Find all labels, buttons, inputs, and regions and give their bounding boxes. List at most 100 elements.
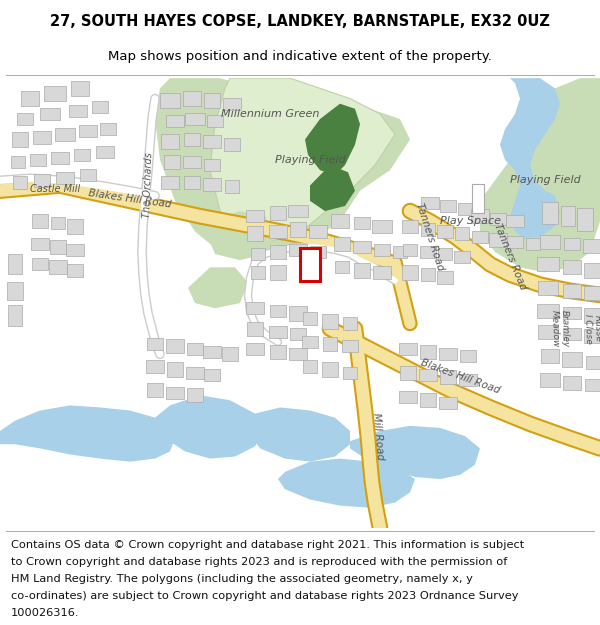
FancyBboxPatch shape bbox=[583, 239, 600, 253]
FancyBboxPatch shape bbox=[540, 372, 560, 387]
FancyBboxPatch shape bbox=[354, 263, 370, 278]
FancyBboxPatch shape bbox=[204, 369, 220, 381]
FancyBboxPatch shape bbox=[203, 136, 221, 148]
Polygon shape bbox=[0, 406, 175, 462]
Text: Tanners Road: Tanners Road bbox=[492, 222, 528, 292]
FancyBboxPatch shape bbox=[207, 115, 223, 128]
FancyBboxPatch shape bbox=[577, 208, 593, 231]
FancyBboxPatch shape bbox=[584, 329, 600, 343]
FancyBboxPatch shape bbox=[184, 176, 200, 189]
Text: Playing Field: Playing Field bbox=[275, 155, 346, 165]
FancyBboxPatch shape bbox=[584, 286, 600, 300]
Polygon shape bbox=[500, 78, 560, 239]
FancyBboxPatch shape bbox=[32, 258, 48, 271]
FancyBboxPatch shape bbox=[303, 312, 317, 324]
FancyBboxPatch shape bbox=[440, 200, 456, 212]
FancyBboxPatch shape bbox=[49, 260, 67, 274]
Text: Bramley
Meadow: Bramley Meadow bbox=[550, 309, 571, 348]
FancyBboxPatch shape bbox=[421, 268, 435, 281]
Text: Playing Field: Playing Field bbox=[509, 176, 580, 186]
Text: Tanners Road: Tanners Road bbox=[415, 201, 446, 272]
Text: to Crown copyright and database rights 2023 and is reproduced with the permissio: to Crown copyright and database rights 2… bbox=[11, 557, 507, 567]
FancyBboxPatch shape bbox=[203, 346, 221, 358]
FancyBboxPatch shape bbox=[399, 343, 417, 355]
FancyBboxPatch shape bbox=[460, 350, 476, 362]
FancyBboxPatch shape bbox=[506, 215, 524, 227]
FancyBboxPatch shape bbox=[224, 139, 240, 151]
Polygon shape bbox=[155, 395, 265, 459]
FancyBboxPatch shape bbox=[459, 374, 477, 386]
FancyBboxPatch shape bbox=[223, 98, 241, 110]
FancyBboxPatch shape bbox=[32, 214, 48, 229]
FancyBboxPatch shape bbox=[563, 328, 581, 340]
FancyBboxPatch shape bbox=[439, 398, 457, 409]
FancyBboxPatch shape bbox=[302, 336, 318, 348]
FancyBboxPatch shape bbox=[11, 156, 25, 168]
FancyBboxPatch shape bbox=[80, 169, 96, 181]
FancyBboxPatch shape bbox=[8, 254, 22, 274]
FancyBboxPatch shape bbox=[420, 393, 436, 408]
FancyBboxPatch shape bbox=[147, 383, 163, 398]
FancyBboxPatch shape bbox=[403, 244, 417, 256]
Text: Map shows position and indicative extent of the property.: Map shows position and indicative extent… bbox=[108, 50, 492, 62]
FancyBboxPatch shape bbox=[342, 340, 358, 352]
FancyBboxPatch shape bbox=[55, 128, 75, 141]
FancyBboxPatch shape bbox=[542, 202, 558, 224]
FancyBboxPatch shape bbox=[290, 222, 306, 237]
FancyBboxPatch shape bbox=[562, 352, 582, 366]
FancyBboxPatch shape bbox=[7, 282, 23, 300]
FancyBboxPatch shape bbox=[322, 362, 338, 377]
FancyBboxPatch shape bbox=[289, 244, 307, 256]
FancyBboxPatch shape bbox=[458, 203, 472, 215]
FancyBboxPatch shape bbox=[490, 213, 506, 226]
FancyBboxPatch shape bbox=[437, 226, 453, 238]
FancyBboxPatch shape bbox=[270, 305, 286, 318]
Text: 100026316.: 100026316. bbox=[11, 608, 79, 618]
FancyBboxPatch shape bbox=[225, 181, 239, 192]
FancyBboxPatch shape bbox=[204, 159, 220, 171]
FancyBboxPatch shape bbox=[270, 206, 286, 220]
FancyBboxPatch shape bbox=[186, 366, 204, 379]
FancyBboxPatch shape bbox=[183, 156, 201, 168]
FancyBboxPatch shape bbox=[203, 178, 221, 191]
Text: The Orchards: The Orchards bbox=[142, 152, 154, 219]
FancyBboxPatch shape bbox=[374, 244, 390, 256]
FancyBboxPatch shape bbox=[100, 123, 116, 136]
FancyBboxPatch shape bbox=[269, 326, 287, 338]
FancyBboxPatch shape bbox=[335, 261, 349, 274]
Polygon shape bbox=[305, 104, 360, 175]
FancyBboxPatch shape bbox=[184, 133, 200, 146]
FancyBboxPatch shape bbox=[538, 281, 558, 295]
FancyBboxPatch shape bbox=[69, 105, 87, 117]
FancyBboxPatch shape bbox=[471, 209, 489, 223]
Polygon shape bbox=[188, 268, 248, 308]
FancyBboxPatch shape bbox=[440, 369, 456, 384]
FancyBboxPatch shape bbox=[222, 347, 238, 361]
FancyBboxPatch shape bbox=[563, 284, 581, 298]
FancyBboxPatch shape bbox=[289, 348, 307, 361]
FancyBboxPatch shape bbox=[246, 343, 264, 355]
FancyBboxPatch shape bbox=[584, 308, 600, 322]
FancyBboxPatch shape bbox=[66, 244, 84, 256]
FancyBboxPatch shape bbox=[439, 348, 457, 361]
FancyBboxPatch shape bbox=[160, 94, 180, 108]
FancyBboxPatch shape bbox=[183, 91, 201, 106]
Text: Blakes Hill Road: Blakes Hill Road bbox=[88, 188, 172, 209]
FancyBboxPatch shape bbox=[288, 205, 308, 217]
FancyBboxPatch shape bbox=[187, 388, 203, 402]
FancyBboxPatch shape bbox=[507, 236, 523, 248]
FancyBboxPatch shape bbox=[185, 113, 205, 125]
FancyBboxPatch shape bbox=[187, 343, 203, 355]
FancyBboxPatch shape bbox=[289, 306, 307, 321]
Polygon shape bbox=[155, 78, 410, 257]
FancyBboxPatch shape bbox=[34, 174, 50, 186]
FancyBboxPatch shape bbox=[40, 107, 60, 120]
FancyBboxPatch shape bbox=[564, 238, 580, 250]
FancyBboxPatch shape bbox=[322, 314, 338, 329]
Text: Russe
l Close: Russe l Close bbox=[583, 313, 600, 344]
Polygon shape bbox=[278, 459, 415, 508]
FancyBboxPatch shape bbox=[561, 206, 575, 226]
FancyBboxPatch shape bbox=[161, 134, 179, 149]
FancyBboxPatch shape bbox=[251, 266, 265, 279]
FancyBboxPatch shape bbox=[343, 366, 357, 379]
